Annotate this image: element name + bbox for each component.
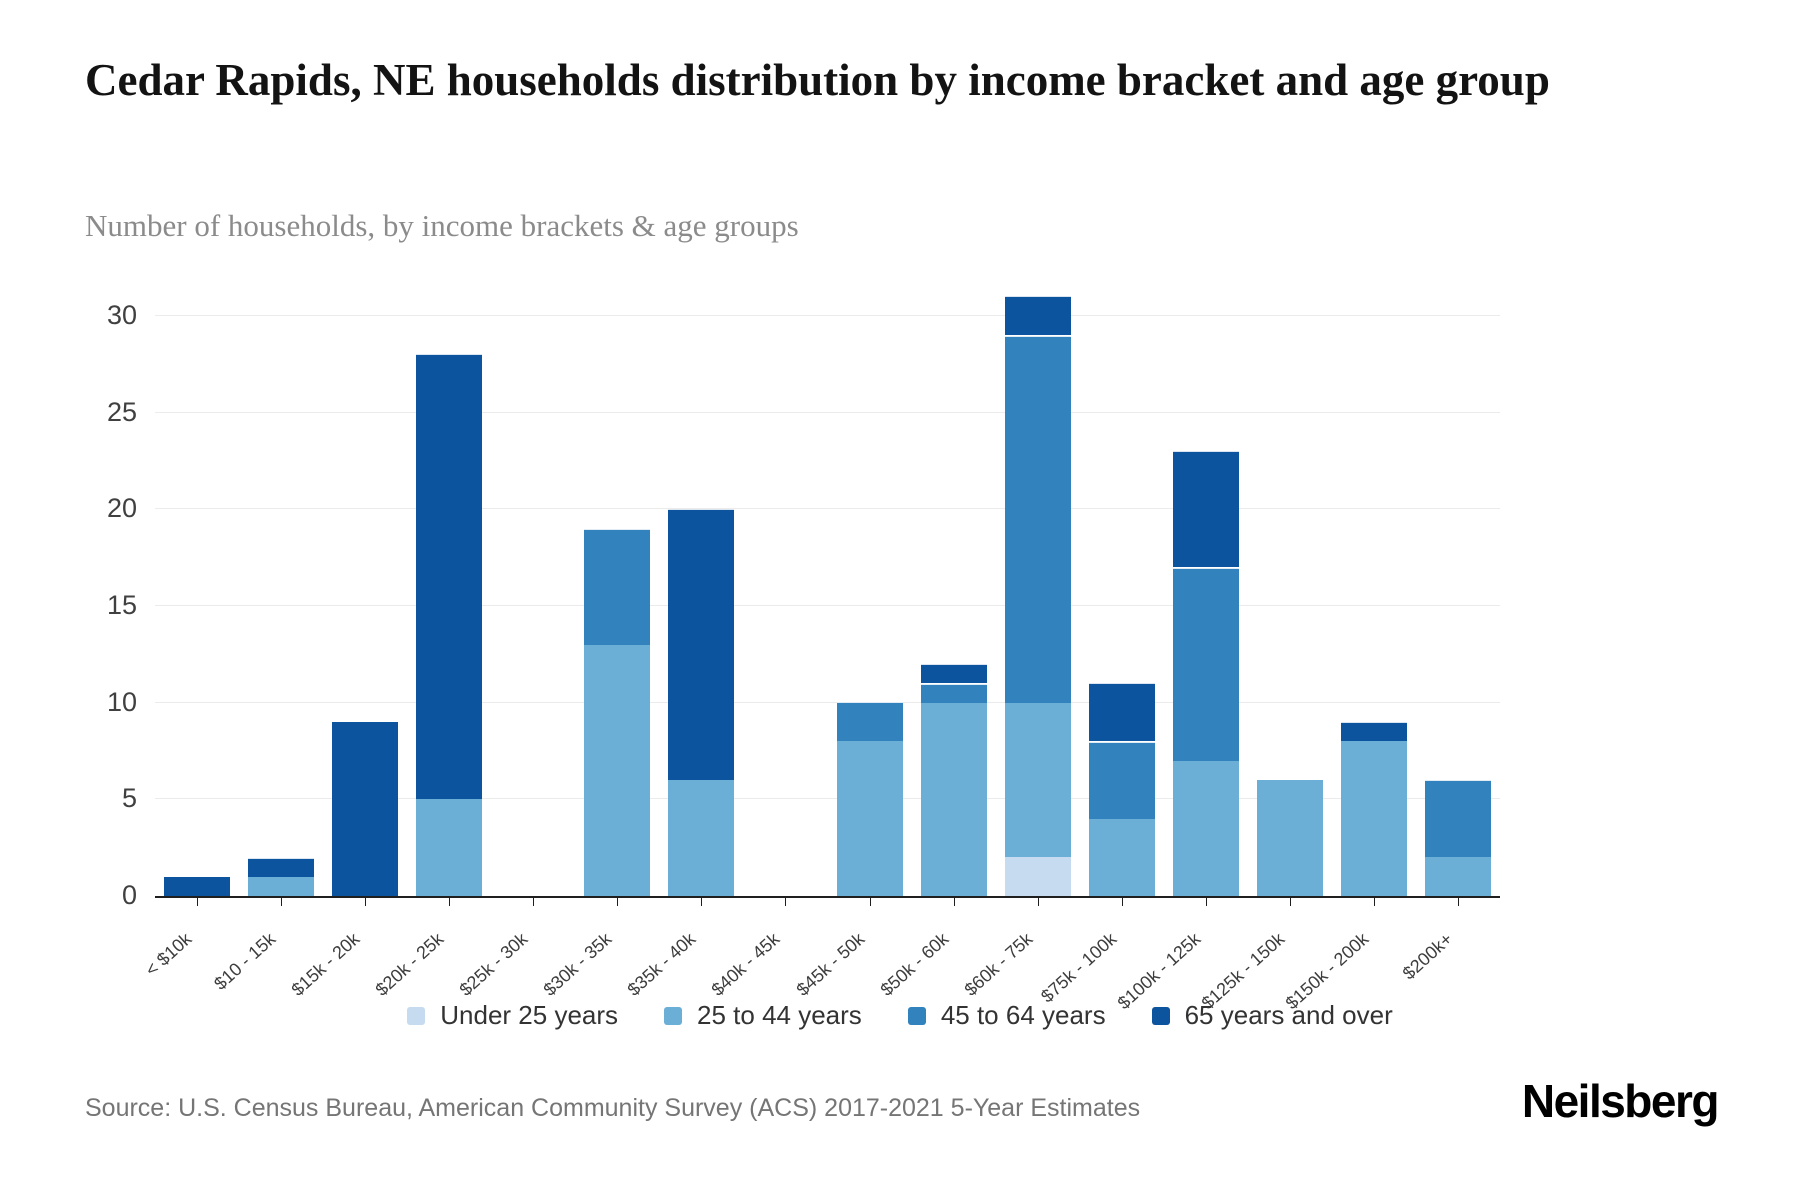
bar-segment bbox=[1341, 741, 1407, 896]
x-tick bbox=[1038, 898, 1039, 906]
bar-segment bbox=[416, 799, 482, 896]
y-tick-label: 25 bbox=[106, 396, 137, 427]
bar-segment bbox=[584, 529, 650, 645]
y-tick-label: 20 bbox=[106, 493, 137, 524]
bar-segment bbox=[1173, 761, 1239, 896]
legend-swatch bbox=[664, 1006, 683, 1025]
bar-segment bbox=[332, 722, 398, 896]
bar-segment bbox=[1257, 780, 1323, 896]
legend-item: Under 25 years bbox=[407, 1000, 618, 1031]
bar-segment bbox=[668, 780, 734, 896]
page-subtitle: Number of households, by income brackets… bbox=[85, 208, 799, 243]
x-tick bbox=[870, 898, 871, 906]
bar-segment bbox=[248, 858, 314, 877]
x-tick bbox=[1290, 898, 1291, 906]
legend-item: 65 years and over bbox=[1151, 1000, 1393, 1031]
bar-segment bbox=[1089, 819, 1155, 896]
stacked-bar-chart-plot-area: 0 5 10 15 20 25 30 < $10k $10 - 15k $15k - 20k $20… bbox=[107, 258, 1500, 1013]
x-tick bbox=[1206, 898, 1207, 906]
y-tick-label: 5 bbox=[121, 783, 137, 814]
bar-segment bbox=[921, 703, 987, 896]
x-tick bbox=[1374, 898, 1375, 906]
bar-segment bbox=[668, 509, 734, 780]
bar-segment bbox=[248, 877, 314, 896]
page-title: Cedar Rapids, NE households distribution… bbox=[85, 55, 1550, 105]
legend-item: 45 to 64 years bbox=[907, 1000, 1106, 1031]
x-tick bbox=[365, 898, 366, 906]
bar-segment bbox=[837, 741, 903, 896]
bar-segment bbox=[1425, 780, 1491, 857]
gridline bbox=[155, 508, 1500, 510]
bar-segment bbox=[1005, 702, 1071, 857]
legend-swatch bbox=[1151, 1006, 1170, 1025]
bar-segment bbox=[1173, 451, 1239, 567]
chart-legend: Under 25 years 25 to 44 years 45 to 64 yea… bbox=[0, 1000, 1800, 1031]
gridline bbox=[155, 701, 1500, 703]
legend-label: Under 25 years bbox=[440, 1000, 619, 1030]
x-tick bbox=[785, 898, 786, 906]
bar-segment bbox=[1341, 722, 1407, 741]
legend-label: 65 years and over bbox=[1184, 1000, 1393, 1030]
x-tick bbox=[449, 898, 450, 906]
y-tick-label: 30 bbox=[106, 300, 137, 330]
x-tick bbox=[1458, 898, 1459, 906]
legend-swatch bbox=[907, 1006, 926, 1025]
x-tick bbox=[281, 898, 282, 906]
legend-label: 45 to 64 years bbox=[940, 1000, 1106, 1030]
neilsberg-logo: Neilsberg bbox=[1521, 1075, 1720, 1127]
x-tick bbox=[701, 898, 702, 906]
bar-segment bbox=[1005, 857, 1071, 896]
legend-item: 25 to 44 years bbox=[664, 1000, 862, 1031]
gridline bbox=[155, 798, 1500, 800]
bar-segment bbox=[1173, 568, 1239, 761]
bar-segment bbox=[1005, 336, 1071, 703]
gridline bbox=[155, 315, 1500, 316]
y-tick-label: 10 bbox=[106, 686, 137, 717]
legend-label: 25 to 44 years bbox=[697, 1000, 862, 1030]
bar-segment bbox=[921, 684, 987, 703]
bar-segment bbox=[921, 664, 987, 683]
bar-segment bbox=[1425, 857, 1491, 896]
bar-segment bbox=[164, 877, 230, 896]
gridline bbox=[155, 605, 1500, 606]
source-note: Source: U.S. Census Bureau, American Com… bbox=[85, 1094, 1141, 1122]
legend-swatch bbox=[407, 1006, 426, 1025]
x-tick bbox=[954, 898, 955, 906]
bar-segment bbox=[837, 702, 903, 741]
x-tick bbox=[617, 898, 618, 906]
bar-segment bbox=[416, 354, 482, 799]
bar-segment bbox=[1089, 683, 1155, 741]
x-tick bbox=[197, 898, 198, 906]
bar-segment bbox=[584, 645, 650, 896]
y-tick-label: 15 bbox=[106, 590, 137, 620]
bar-segment bbox=[1005, 296, 1071, 335]
x-tick bbox=[1122, 898, 1123, 906]
y-tick-label: 0 bbox=[121, 880, 137, 910]
x-tick bbox=[533, 898, 534, 906]
gridline bbox=[155, 411, 1500, 413]
bar-segment bbox=[1089, 742, 1155, 819]
